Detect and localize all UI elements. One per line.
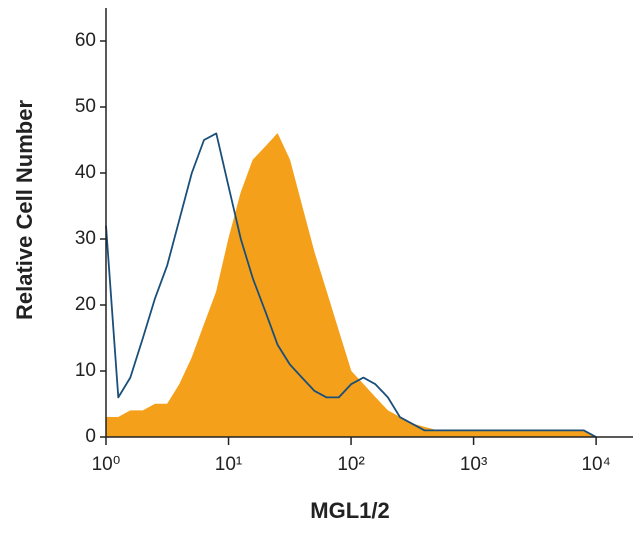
- y-tick-label: 50: [75, 96, 96, 117]
- y-tick-label: 0: [85, 426, 96, 447]
- histogram-area: [105, 133, 597, 438]
- x-tick-label: 10¹: [215, 454, 242, 475]
- y-tick-label: 20: [75, 294, 96, 315]
- y-tick-label: 30: [75, 228, 96, 249]
- y-tick-label: 60: [75, 30, 96, 51]
- y-tick-label: 40: [75, 162, 96, 183]
- x-tick-label: 10⁰: [92, 454, 121, 475]
- x-axis-title: MGL1/2: [310, 498, 389, 523]
- x-tick-label: 10⁴: [581, 454, 610, 475]
- y-tick-label: 10: [75, 360, 96, 381]
- histogram-line: [105, 132, 597, 438]
- x-tick-label: 10²: [337, 454, 364, 475]
- y-axis-title: Relative Cell Number: [12, 100, 37, 321]
- x-tick-label: 10³: [460, 454, 487, 475]
